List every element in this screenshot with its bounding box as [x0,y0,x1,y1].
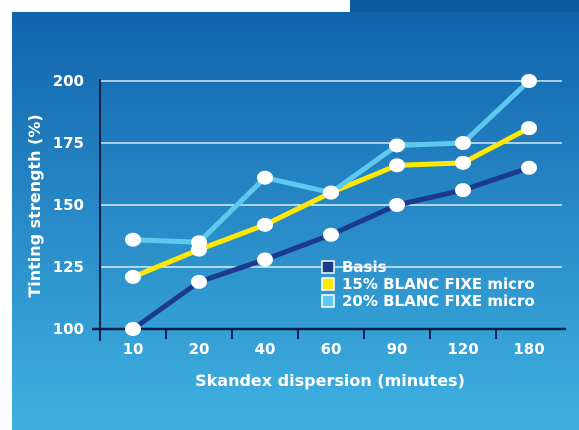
x-tick-label: 120 [447,340,478,358]
y-tick-label: 200 [53,72,84,90]
y-axis-title: Tinting strength (%) [25,114,44,297]
left-white-strip [0,0,12,430]
top-right-dark-strip [350,0,579,12]
data-point [521,74,537,88]
data-point [191,274,207,289]
legend-label: Basis [342,258,387,276]
y-tick-label: 175 [53,134,84,152]
data-point [257,170,273,185]
y-tick-labels: 100 125 150 175 200 [53,72,84,338]
legend-swatch [321,294,335,308]
legend-label: 20% BLANC FIXE micro [342,292,535,310]
x-axis-title: Skandex dispersion (minutes) [195,371,465,390]
x-tick-labels: 10 20 40 60 90 120 180 [123,340,545,358]
data-point [323,185,339,200]
y-tick-label: 100 [53,320,84,338]
y-tick-label: 125 [53,258,84,276]
axes [92,79,566,341]
data-point [191,235,207,250]
x-tick-label: 10 [123,340,144,358]
x-tick-label: 40 [255,340,276,358]
data-point [455,155,471,170]
x-tick-label: 90 [387,340,408,358]
data-point [125,232,141,247]
data-point [257,217,273,232]
data-point [125,269,141,284]
data-point [389,198,405,212]
data-point [389,138,405,153]
x-tick-label: 20 [189,340,210,358]
x-tick-label: 60 [321,340,342,358]
data-point [323,227,339,242]
data-point [389,158,405,173]
data-point [455,183,471,198]
y-tick-label: 150 [53,196,84,214]
data-point [521,160,537,175]
plot-panel [12,12,579,430]
grid-lines [100,80,562,268]
data-point [521,121,537,136]
top-left-white-strip [0,0,350,12]
series-markers [125,74,537,336]
legend-label: 15% BLANC FIXE micro [342,275,535,293]
legend-swatch [321,277,335,291]
data-point [125,322,141,336]
data-point [455,136,471,150]
legend-swatch [321,260,335,274]
data-point [257,252,273,267]
x-tick-label: 180 [513,340,544,358]
